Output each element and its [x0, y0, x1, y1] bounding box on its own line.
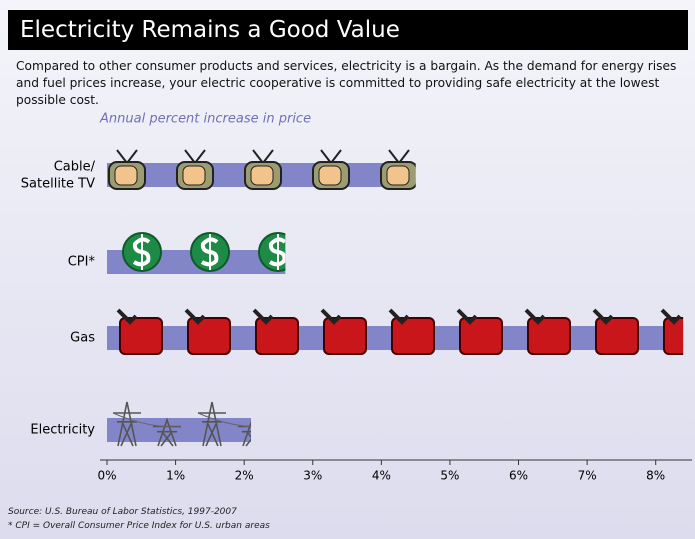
axis-title: Annual percent increase in price [99, 112, 311, 127]
source: Source: U.S. Bureau of Labor Statistics,… [8, 507, 237, 517]
page: Electricity Remains a Good Value Compare… [0, 0, 695, 539]
y-tick-label: Cable/Satellite TV [21, 159, 96, 191]
footnote: * CPI = Overall Consumer Price Index for… [8, 521, 270, 531]
x-tick-label: 2% [235, 469, 254, 483]
y-tick-label: Electricity [30, 423, 95, 438]
y-tick-label: CPI* [68, 255, 96, 270]
x-tick-label: 0% [97, 469, 116, 483]
y-tick-label: Gas [70, 331, 95, 346]
x-tick-label: 4% [372, 469, 391, 483]
x-tick-label: 3% [303, 469, 322, 483]
icons [118, 310, 695, 354]
chart: Annual percent increase in price 0% 1% 2% 3… [0, 0, 695, 539]
x-tick-label: 8% [646, 469, 665, 483]
icons [123, 233, 297, 271]
x-tick-label: 1% [166, 469, 185, 483]
x-tick-label: 7% [578, 469, 597, 483]
x-tick-label: 5% [440, 469, 459, 483]
x-tick-label: 6% [509, 469, 528, 483]
